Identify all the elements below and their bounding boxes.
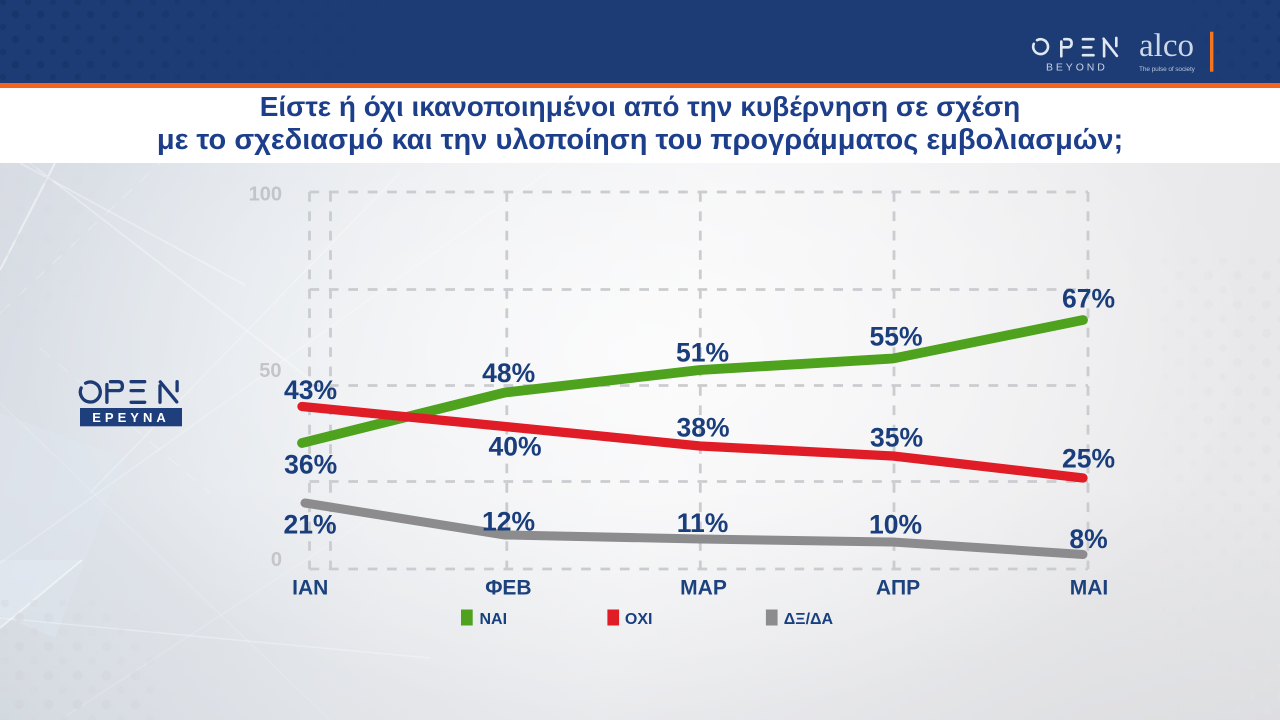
svg-text:ΑΠΡ: ΑΠΡ — [876, 577, 920, 600]
svg-text:ΜΑΡ: ΜΑΡ — [680, 577, 727, 600]
svg-text:48%: 48% — [482, 358, 535, 388]
svg-text:10%: 10% — [869, 510, 922, 540]
svg-text:0: 0 — [271, 549, 282, 571]
svg-text:55%: 55% — [869, 322, 922, 352]
svg-text:25%: 25% — [1062, 444, 1115, 474]
svg-text:43%: 43% — [284, 375, 337, 405]
svg-text:8%: 8% — [1069, 524, 1107, 554]
svg-text:50: 50 — [259, 360, 281, 382]
svg-text:11%: 11% — [677, 508, 729, 538]
svg-text:The pulse of society: The pulse of society — [1139, 66, 1196, 73]
svg-text:40%: 40% — [488, 432, 541, 462]
svg-text:38%: 38% — [676, 413, 729, 443]
svg-text:67%: 67% — [1062, 284, 1115, 314]
svg-text:35%: 35% — [870, 423, 923, 453]
svg-text:100: 100 — [249, 184, 282, 206]
svg-text:12%: 12% — [482, 507, 535, 537]
svg-text:ΜΑΙ: ΜΑΙ — [1070, 577, 1109, 600]
svg-text:ΕΡΕΥΝΑ: ΕΡΕΥΝΑ — [92, 410, 169, 425]
svg-text:ΙΑΝ: ΙΑΝ — [292, 577, 328, 600]
svg-text:21%: 21% — [283, 510, 336, 540]
svg-text:ΟΧΙ: ΟΧΙ — [625, 611, 653, 628]
svg-text:ΔΞ/ΔΑ: ΔΞ/ΔΑ — [784, 611, 834, 628]
svg-text:ΝΑΙ: ΝΑΙ — [480, 611, 508, 628]
svg-text:alco: alco — [1139, 28, 1194, 64]
svg-text:36%: 36% — [284, 450, 337, 480]
svg-text:ΦΕΒ: ΦΕΒ — [485, 577, 531, 600]
svg-text:51%: 51% — [676, 338, 729, 368]
svg-text:BEYOND: BEYOND — [1046, 62, 1108, 74]
